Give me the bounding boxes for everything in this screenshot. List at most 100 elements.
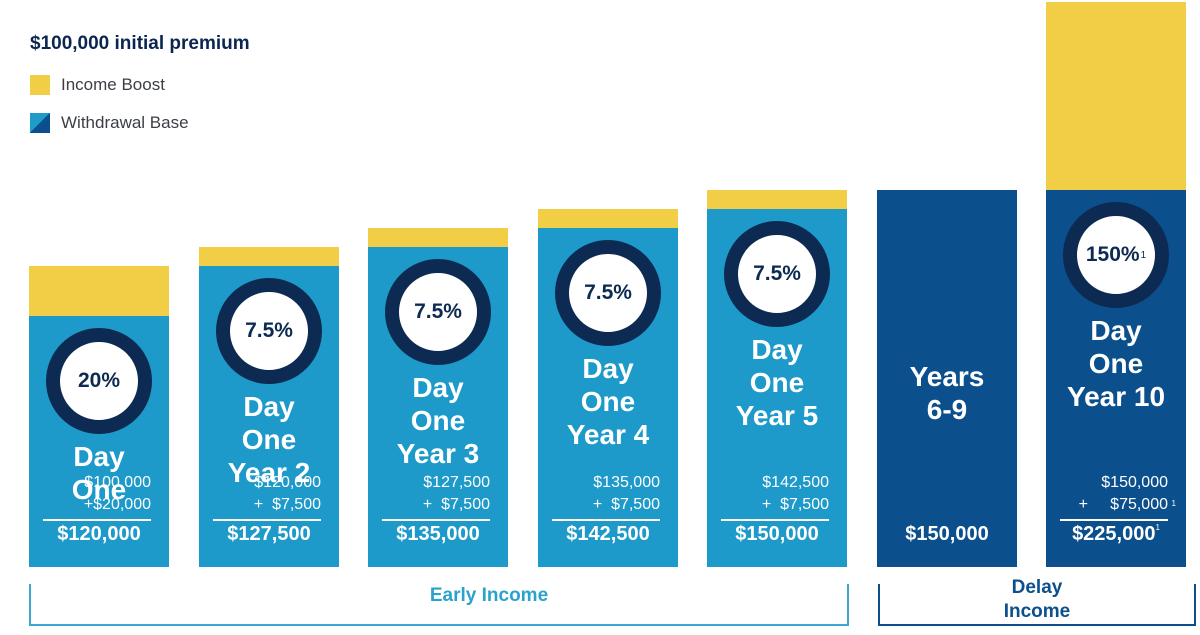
bar-segment-income-boost [1046,2,1186,190]
bar-segment-income-boost [29,266,169,316]
breakdown-line2: + $7,500 [213,494,321,516]
bar-total: $225,0001 [1046,523,1186,546]
period-label-line: One [410,405,466,436]
bracket-delay-income [878,584,1196,626]
breakdown-line1: $120,000 [213,472,321,494]
bar-4: 7.5% Day One Year 4 $135,000 + $7,500 $142,500 [538,209,678,567]
bar-total-value: $127,500 [227,523,311,545]
chart-title: $100,000 initial premium [30,33,250,54]
breakdown-line2: +$20,000 [43,494,151,516]
total-footnote: 1 [1155,523,1160,533]
breakdown-line1-text: $150,000 [1101,474,1168,491]
period-label-line: Day [582,353,634,384]
period-label: Day One Year 3 [368,371,508,470]
sum-rule [213,519,321,521]
value-breakdown: $142,500 + $7,500 [721,472,829,521]
period-label-line: One [71,474,127,505]
value-breakdown: $120,000 + $7,500 [213,472,321,521]
breakdown-line2-text: + $7,500 [761,496,829,513]
breakdown-line2: + $75,000 1 [1060,494,1176,516]
bar-segment-withdrawal-base [877,190,1017,567]
period-label-line: Day [751,334,803,365]
period-label-line: Year 4 [566,419,650,450]
rate-ring: 7.5% [555,240,661,346]
bar-total-value: $135,000 [396,523,480,545]
bar-6: Years 6-9 $150,000 [877,190,1017,567]
bracket-label-delay-line-1: Delay [1011,577,1063,598]
sum-rule [382,519,490,521]
period-label-line: Day [73,441,125,472]
rate-ring: 150% 1 [1063,202,1169,308]
rate-label: 150% [1085,243,1140,266]
breakdown-line2: + $7,500 [721,494,829,516]
value-breakdown: $135,000 + $7,500 [552,472,660,521]
period-label: Day One Year 10 [1046,314,1186,413]
breakdown-line2-text: + $7,500 [253,496,321,513]
legend-withdrawal-base: Withdrawal Base [30,113,189,133]
bar-3: 7.5% Day One Year 3 $127,500 + $7,500 $135,000 [368,228,508,567]
period-label-line: Year 5 [735,400,819,431]
period-label-line: Years [909,361,985,392]
breakdown-line1-text: $127,500 [423,474,490,491]
period-label-line: One [1088,348,1144,379]
bar-total: $135,000 [368,523,508,546]
period-label-line: Day [243,391,295,422]
value-breakdown: $100,000 +$20,000 [43,472,151,521]
rate-label: 7.5% [753,262,801,285]
breakdown-footnote: 1 [1171,499,1176,508]
bar-total-value: $142,500 [566,523,650,545]
rate-label: 7.5% [245,319,293,342]
rate-label: 7.5% [414,300,462,323]
bracket-label-delay-line-2: Income [1003,601,1071,622]
sum-rule [552,519,660,521]
rate-ring: 7.5% [724,221,830,327]
period-label-line: One [580,386,636,417]
period-label: Day One Year 4 [538,352,678,451]
breakdown-line1: $135,000 [552,472,660,494]
period-label: Years 6-9 [877,360,1017,426]
period-label: Day One Year 2 [199,390,339,489]
bar-total-value: $150,000 [905,523,989,545]
rate-ring: 7.5% [385,259,491,365]
rate-ring: 7.5% [216,278,322,384]
breakdown-line2-text: + $7,500 [422,496,490,513]
breakdown-line2: + $7,500 [552,494,660,516]
bar-2: 7.5% Day One Year 2 $120,000 + $7,500 $127,500 [199,247,339,567]
bar-segment-income-boost [368,228,508,247]
bar-segment-income-boost [538,209,678,228]
rate-label: 7.5% [584,281,632,304]
sum-rule [43,519,151,521]
bar-total: $142,500 [538,523,678,546]
value-breakdown: $127,500 + $7,500 [382,472,490,521]
breakdown-line2: + $7,500 [382,494,490,516]
breakdown-line1: $150,000 [1060,472,1168,494]
breakdown-line1-text: $100,000 [84,474,151,491]
period-label: Day One [29,440,169,506]
period-label-line: One [241,424,297,455]
sum-rule [721,519,829,521]
bar-7: 150% 1 Day One Year 10 $150,000 + $75,000 1 $225… [1046,2,1186,567]
legend-label-withdrawal-base: Withdrawal Base [61,113,189,132]
breakdown-line1-text: $135,000 [593,474,660,491]
period-label-line: Year 10 [1066,381,1166,412]
bar-segment-income-boost [199,247,339,266]
bar-total-value: $150,000 [735,523,819,545]
rate-ring: 20% [46,328,152,434]
breakdown-line2-text: +$20,000 [83,496,151,513]
bar-total-value: $120,000 [57,523,141,545]
bar-total: $120,000 [29,523,169,546]
bar-5: 7.5% Day One Year 5 $142,500 + $7,500 $150,000 [707,190,847,567]
legend-label-income-boost: Income Boost [61,75,165,94]
period-label-line: Day [1090,315,1142,346]
breakdown-line1: $142,500 [721,472,829,494]
rate-label: 20% [77,369,121,392]
period-label-line: Day [412,372,464,403]
bar-1: 20% Day One $100,000 +$20,000 $120,000 [29,266,169,567]
bracket-label-early-income: Early Income [404,585,574,607]
period-label-line: Year 2 [227,457,311,488]
period-label-line: One [749,367,805,398]
bar-total: $127,500 [199,523,339,546]
rate-footnote: 1 [1140,249,1147,261]
value-breakdown: $150,000 + $75,000 1 [1060,472,1176,521]
